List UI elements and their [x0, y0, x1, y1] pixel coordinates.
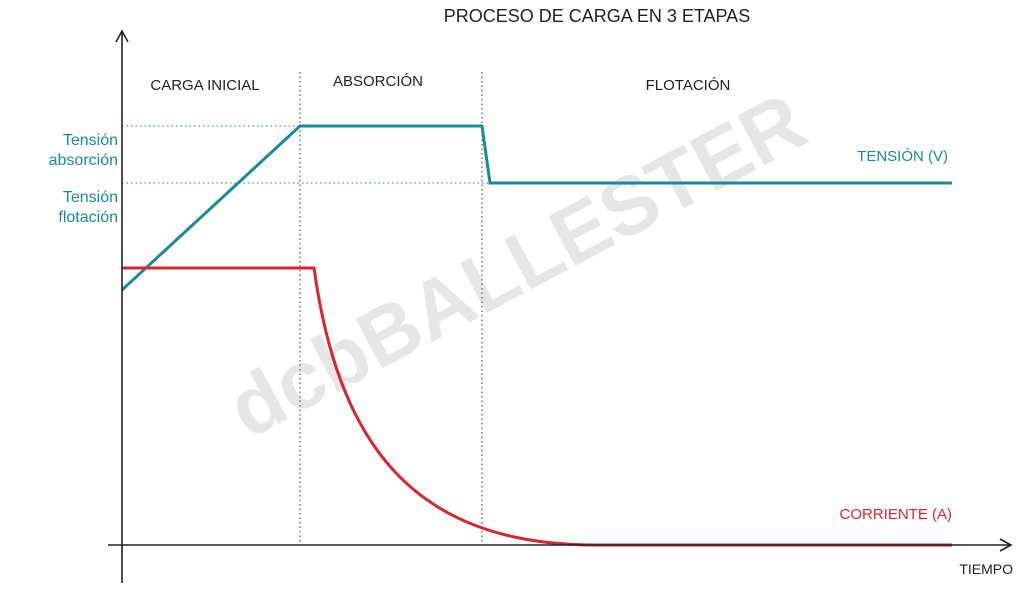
stage-label: ABSORCIÓN	[333, 73, 423, 90]
series-label: CORRIENTE (A)	[840, 506, 953, 523]
x-axis-label: TIEMPO	[959, 561, 1013, 577]
voltage-line	[120, 124, 952, 292]
level-label: flotación	[58, 209, 118, 226]
stage-label: FLOTACIÓN	[646, 77, 731, 94]
x-axis-arrow	[999, 538, 1013, 552]
level-label: absorción	[49, 152, 118, 169]
y-axis-arrow	[115, 29, 129, 43]
series-label: TENSIÓN (V)	[857, 148, 948, 165]
title: PROCESO DE CARGA EN 3 ETAPAS	[444, 6, 750, 26]
stage-label: CARGA INICIAL	[150, 77, 259, 94]
level-label: Tensión	[63, 189, 118, 206]
level-label: Tensión	[63, 132, 118, 149]
current-line	[122, 266, 952, 547]
